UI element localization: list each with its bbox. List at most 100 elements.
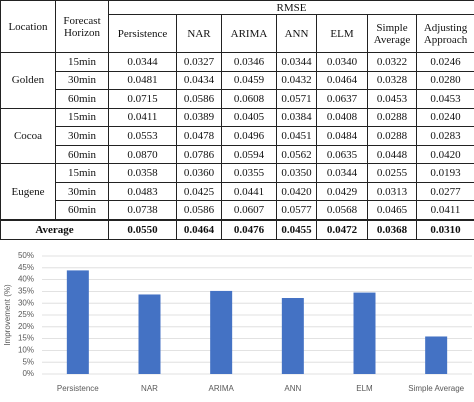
table-row: Cocoa 15min 0.0411 0.0389 0.0405 0.0384 0.0408… xyxy=(0,107,474,165)
header-cell: NAR xyxy=(176,14,222,53)
value-cell: 0.0637 xyxy=(316,89,368,109)
value-cell: 0.0193 xyxy=(415,163,474,183)
y-tick-label: 20% xyxy=(18,322,34,331)
value-cell: 0.0562 xyxy=(276,144,317,165)
horizon-cell: 60min xyxy=(55,144,109,165)
table-row: 30min 0.0481 0.0434 0.0459 0.0432 0.0464 0.032… xyxy=(1,70,474,91)
value-cell: 0.0255 xyxy=(367,163,417,183)
header-cell: Persistence xyxy=(108,14,177,53)
table-row: Golden 15min 0.0344 0.0327 0.0346 0.0344 0.034… xyxy=(0,52,474,109)
value-cell: 0.0277 xyxy=(415,181,474,202)
table-row: 60min 0.0715 0.0586 0.0608 0.0571 0.0637 0.045… xyxy=(1,89,474,109)
value-cell: 0.0360 xyxy=(176,163,222,183)
average-cell: 0.0455 xyxy=(276,219,317,241)
header-cell: Adjusting Approach xyxy=(415,14,474,53)
header-cell: RMSE xyxy=(107,0,474,15)
value-cell: 0.0635 xyxy=(316,144,368,165)
value-cell: 0.0434 xyxy=(176,70,222,91)
average-cell: 0.0464 xyxy=(176,219,222,241)
value-cell: 0.0283 xyxy=(415,126,474,146)
y-tick-label: 40% xyxy=(18,275,34,284)
value-cell: 0.0607 xyxy=(221,200,277,221)
value-cell: 0.0322 xyxy=(367,52,417,72)
value-cell: 0.0586 xyxy=(176,89,222,109)
value-cell: 0.0344 xyxy=(276,52,317,72)
bar xyxy=(210,290,233,374)
value-cell: 0.0420 xyxy=(276,181,317,202)
value-cell: 0.0344 xyxy=(108,52,177,72)
header-cell: ELM xyxy=(316,14,368,53)
header-cell: Simple Average xyxy=(367,14,417,53)
value-cell: 0.0481 xyxy=(108,70,177,91)
value-cell: 0.0738 xyxy=(108,200,177,221)
value-cell: 0.0389 xyxy=(176,107,222,128)
value-cell: 0.0453 xyxy=(367,89,417,109)
value-cell: 0.0448 xyxy=(367,144,417,165)
value-cell: 0.0608 xyxy=(221,89,277,109)
header-cell: Forecast Horizon xyxy=(55,0,109,53)
value-cell: 0.0384 xyxy=(276,107,317,128)
table-row: 60min 0.0738 0.0586 0.0607 0.0577 0.0568 0.046… xyxy=(1,200,474,221)
horizon-cell: 60min xyxy=(55,200,109,221)
value-cell: 0.0453 xyxy=(415,89,474,109)
horizon-cell: 15min xyxy=(55,107,109,128)
value-cell: 0.0586 xyxy=(176,200,222,221)
table-row: 60min 0.0870 0.0786 0.0594 0.0562 0.0635 0.044… xyxy=(1,144,474,165)
average-cell: 0.0472 xyxy=(316,219,368,241)
value-cell: 0.0288 xyxy=(367,107,417,128)
average-cell: 0.0550 xyxy=(108,219,177,241)
value-cell: 0.0577 xyxy=(276,200,317,221)
rmse-table: Location Forecast Horizon RMSE Persistence N… xyxy=(0,0,474,241)
table-row: Eugene 15min 0.0358 0.0360 0.0355 0.0350 0.034… xyxy=(0,163,474,221)
value-cell: 0.0420 xyxy=(415,144,474,165)
value-cell: 0.0465 xyxy=(367,200,417,221)
value-cell: 0.0246 xyxy=(415,52,474,72)
horizon-cell: 60min xyxy=(55,89,109,109)
average-cell: 0.0368 xyxy=(367,219,417,241)
horizon-cell: 30min xyxy=(55,70,109,91)
value-cell: 0.0313 xyxy=(367,181,417,202)
value-cell: 0.0451 xyxy=(276,126,317,146)
header-cell: Location xyxy=(0,0,56,53)
value-cell: 0.0478 xyxy=(176,126,222,146)
value-cell: 0.0459 xyxy=(221,70,277,91)
value-cell: 0.0405 xyxy=(221,107,277,128)
value-cell: 0.0464 xyxy=(316,70,368,91)
y-tick-label: 5% xyxy=(22,357,34,366)
x-tick-label: Persistence xyxy=(57,384,99,393)
bar xyxy=(353,292,376,374)
average-cell: 0.0310 xyxy=(415,219,474,241)
x-tick-label: NAR xyxy=(141,384,158,393)
x-tick-label: ANN xyxy=(284,384,301,393)
value-cell: 0.0344 xyxy=(316,163,368,183)
table-row: Persistence NAR ARIMA ANN ELM Simple Average A… xyxy=(1,14,474,53)
horizon-cell: 15min xyxy=(55,163,109,183)
y-tick-label: 30% xyxy=(18,298,34,307)
value-cell: 0.0496 xyxy=(221,126,277,146)
value-cell: 0.0350 xyxy=(276,163,317,183)
y-axis-title: Improvement (%) xyxy=(3,284,12,346)
location-cell: Golden xyxy=(0,52,56,109)
x-tick-label: ELM xyxy=(356,384,373,393)
value-cell: 0.0327 xyxy=(176,52,222,72)
value-cell: 0.0484 xyxy=(316,126,368,146)
value-cell: 0.0408 xyxy=(316,107,368,128)
average-cell: 0.0476 xyxy=(221,219,277,241)
value-cell: 0.0594 xyxy=(221,144,277,165)
bar xyxy=(138,294,161,374)
value-cell: 0.0715 xyxy=(108,89,177,109)
value-cell: 0.0411 xyxy=(415,200,474,221)
x-tick-label: Simple Average xyxy=(408,384,464,393)
bar xyxy=(425,336,448,374)
horizon-cell: 15min xyxy=(55,52,109,72)
value-cell: 0.0429 xyxy=(316,181,368,202)
y-tick-label: 10% xyxy=(18,346,34,355)
table-row: 30min 0.0553 0.0478 0.0496 0.0451 0.0484 0.028… xyxy=(1,126,474,146)
y-tick-label: 25% xyxy=(18,310,34,319)
horizon-cell: 30min xyxy=(55,126,109,146)
value-cell: 0.0786 xyxy=(176,144,222,165)
value-cell: 0.0340 xyxy=(316,52,368,72)
header-cell: ANN xyxy=(276,14,317,53)
y-tick-label: 15% xyxy=(18,334,34,343)
